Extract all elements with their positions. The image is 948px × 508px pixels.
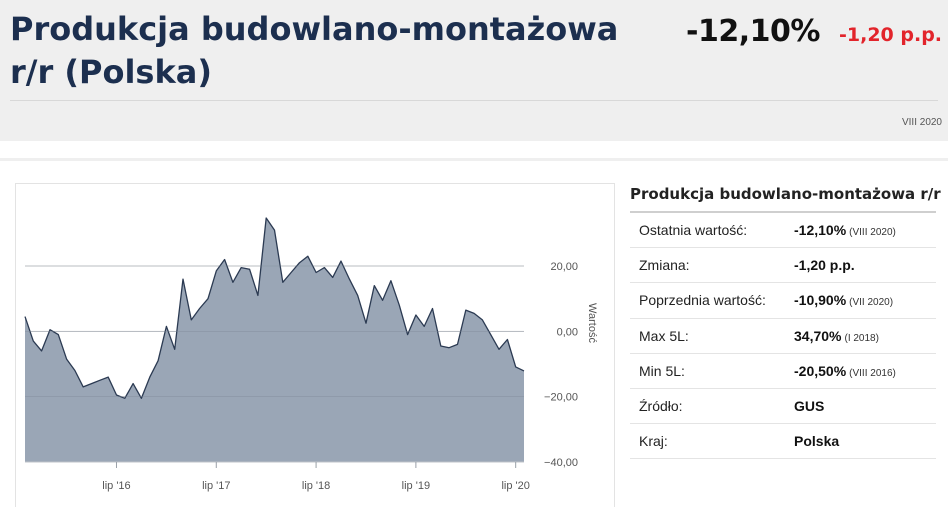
stats-label: Źródło: bbox=[639, 397, 683, 414]
stats-date: (VII 2020) bbox=[849, 297, 894, 309]
stats-value-text: -20,50% bbox=[794, 362, 847, 379]
y-tick-label: −20,00 bbox=[544, 392, 578, 404]
latest-value: -12,10% bbox=[686, 14, 820, 49]
stats-table: Ostatnia wartość: -12,10% (VIII 2020) Zmian… bbox=[630, 213, 936, 460]
series-area bbox=[25, 218, 524, 462]
stats-row: Poprzednia wartość: -10,90% (VII 2020) bbox=[630, 283, 936, 319]
chart-container: lip '16 lip '17 lip '18 lip '19 lip '20 20,00… bbox=[15, 183, 615, 507]
header-divider bbox=[10, 100, 938, 101]
stats-row: Zmiana: -1,20 p.p. bbox=[630, 248, 936, 284]
stats-value: -12,10% (VIII 2020) bbox=[794, 222, 896, 238]
change-value: -1,20 p.p. bbox=[839, 24, 943, 46]
x-tick-label: lip '20 bbox=[501, 480, 529, 492]
stats-row: Max 5L: 34,70% (I 2018) bbox=[630, 319, 936, 354]
stats-value: -1,20 p.p. bbox=[794, 257, 855, 273]
stats-label: Max 5L: bbox=[639, 327, 689, 344]
stats-value-text: GUS bbox=[794, 397, 825, 414]
stats-row: Kraj: Polska bbox=[630, 424, 936, 460]
stats-row: Min 5L: -20,50% (VIII 2016) bbox=[630, 354, 936, 389]
panel-title: Produkcja budowlano-montażowa r/r bbox=[630, 185, 941, 203]
stats-value-text: -12,10% bbox=[794, 222, 847, 238]
x-tick-label: lip '18 bbox=[302, 480, 330, 492]
stats-date: (VIII 2020) bbox=[849, 227, 896, 238]
x-tick-label: lip '16 bbox=[102, 480, 130, 492]
panel-title-divider bbox=[630, 211, 936, 213]
area-chart[interactable]: lip '16 lip '17 lip '18 lip '19 lip '20 20,00… bbox=[16, 184, 616, 508]
stats-value-text: -10,90% bbox=[794, 292, 847, 309]
stats-label: Zmiana: bbox=[639, 257, 690, 274]
y-tick-label: 0,00 bbox=[557, 326, 578, 338]
stats-label: Kraj: bbox=[639, 433, 668, 450]
stats-value-text: -1,20 p.p. bbox=[794, 257, 855, 274]
stats-date: (I 2018) bbox=[844, 332, 879, 344]
stats-label: Ostatnia wartość: bbox=[639, 222, 748, 238]
stats-row: Źródło: GUS bbox=[630, 389, 936, 425]
stats-label: Min 5L: bbox=[639, 362, 685, 379]
x-tick-label: lip '19 bbox=[402, 480, 430, 492]
page-title: Produkcja budowlano-montażowa r/r (Polsk… bbox=[10, 10, 619, 91]
stats-label: Poprzednia wartość: bbox=[639, 292, 766, 309]
y-tick-label: −40,00 bbox=[544, 457, 578, 469]
y-axis-title: Wartość bbox=[586, 303, 598, 343]
series-line bbox=[24, 217, 525, 399]
stats-value: -10,90% (VII 2020) bbox=[794, 292, 893, 308]
stats-value-text: Polska bbox=[794, 433, 840, 450]
stats-date: (VIII 2016) bbox=[849, 367, 896, 379]
y-tick-label: 20,00 bbox=[550, 261, 578, 273]
stats-value: -20,50% (VIII 2016) bbox=[794, 363, 896, 379]
stats-value: 34,70% (I 2018) bbox=[794, 328, 879, 344]
stats-value-text: 34,70% bbox=[794, 327, 842, 344]
latest-date: VIII 2020 bbox=[901, 117, 942, 128]
stats-value: GUS bbox=[794, 398, 824, 414]
x-tick-label: lip '17 bbox=[202, 480, 230, 492]
stats-value: Polska bbox=[794, 433, 839, 449]
indicator-header: Produkcja budowlano-montażowa r/r (Polsk… bbox=[0, 0, 948, 141]
section-divider bbox=[0, 158, 948, 161]
stats-row: Ostatnia wartość: -12,10% (VIII 2020) bbox=[630, 213, 936, 249]
